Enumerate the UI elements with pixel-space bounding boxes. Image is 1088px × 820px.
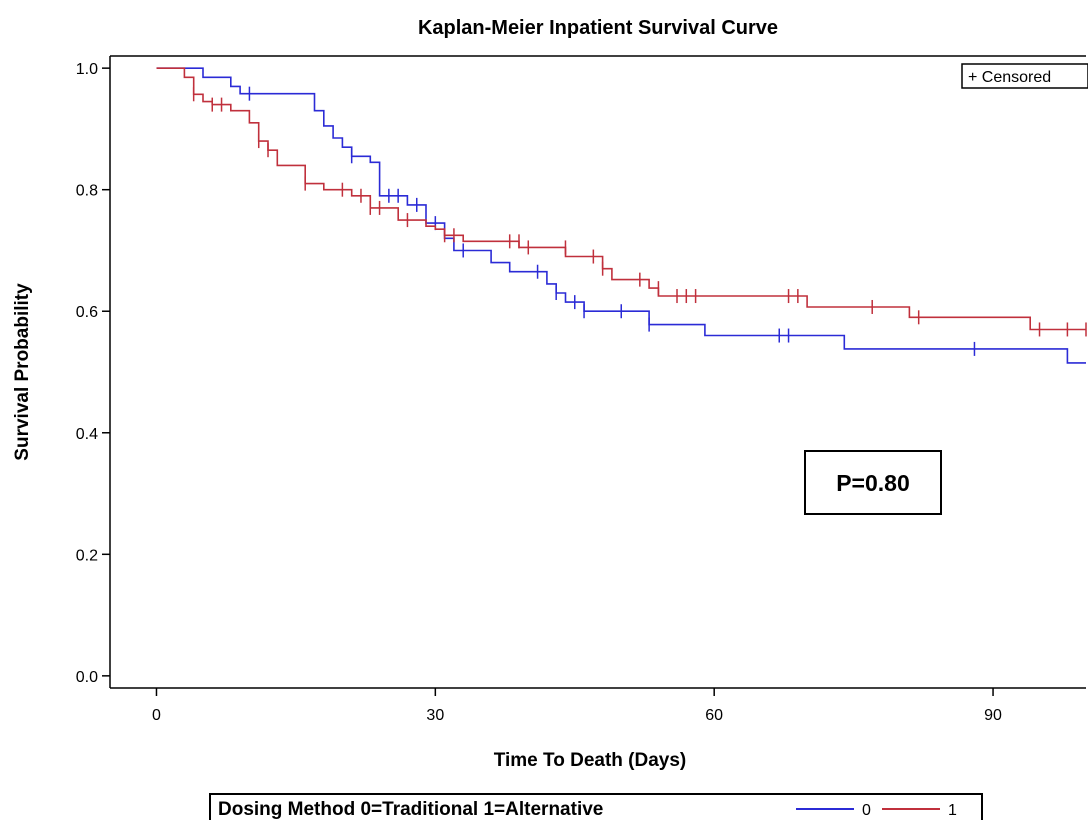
- y-tick-label: 1.0: [76, 61, 98, 78]
- survival-curve-series-1: [156, 67, 1086, 331]
- p-value-text: P=0.80: [836, 470, 910, 496]
- y-tick-label: 0.2: [76, 547, 98, 564]
- y-axis: 0.0 0.2 0.4 0.6 0.8 1.0: [76, 61, 110, 686]
- censored-legend: + Censored: [961, 63, 1088, 89]
- p-value-annotation: P=0.80: [804, 450, 942, 515]
- x-axis: 0 30 60 90: [152, 688, 1002, 724]
- series-layer: [156, 67, 1087, 364]
- plot-frame: [109, 55, 1086, 689]
- x-tick-label: 0: [152, 707, 161, 724]
- survival-curve-series-0: [156, 67, 1086, 364]
- legend-label-series-1: 1: [948, 802, 957, 819]
- y-tick-label: 0.6: [76, 304, 98, 321]
- censored-legend-box: [961, 63, 1088, 89]
- x-tick-label: 60: [705, 707, 723, 724]
- x-axis-label: Time To Death (Days): [494, 750, 687, 771]
- legend: Dosing Method 0=Traditional 1=Alternativ…: [209, 793, 983, 820]
- y-axis-label: Survival Probability: [12, 283, 33, 461]
- y-tick-label: 0.4: [76, 426, 98, 443]
- legend-box: [209, 793, 983, 820]
- x-tick-label: 90: [984, 707, 1002, 724]
- x-tick-label: 30: [426, 707, 444, 724]
- legend-title: Dosing Method 0=Traditional 1=Alternativ…: [218, 799, 603, 820]
- legend-label-series-0: 0: [862, 802, 871, 819]
- y-tick-label: 0.8: [76, 183, 98, 200]
- p-value-box: [804, 450, 942, 515]
- y-tick-label: 0.0: [76, 669, 98, 686]
- censored-legend-label: + Censored: [968, 69, 1051, 86]
- chart-title: Kaplan-Meier Inpatient Survival Curve: [418, 17, 778, 39]
